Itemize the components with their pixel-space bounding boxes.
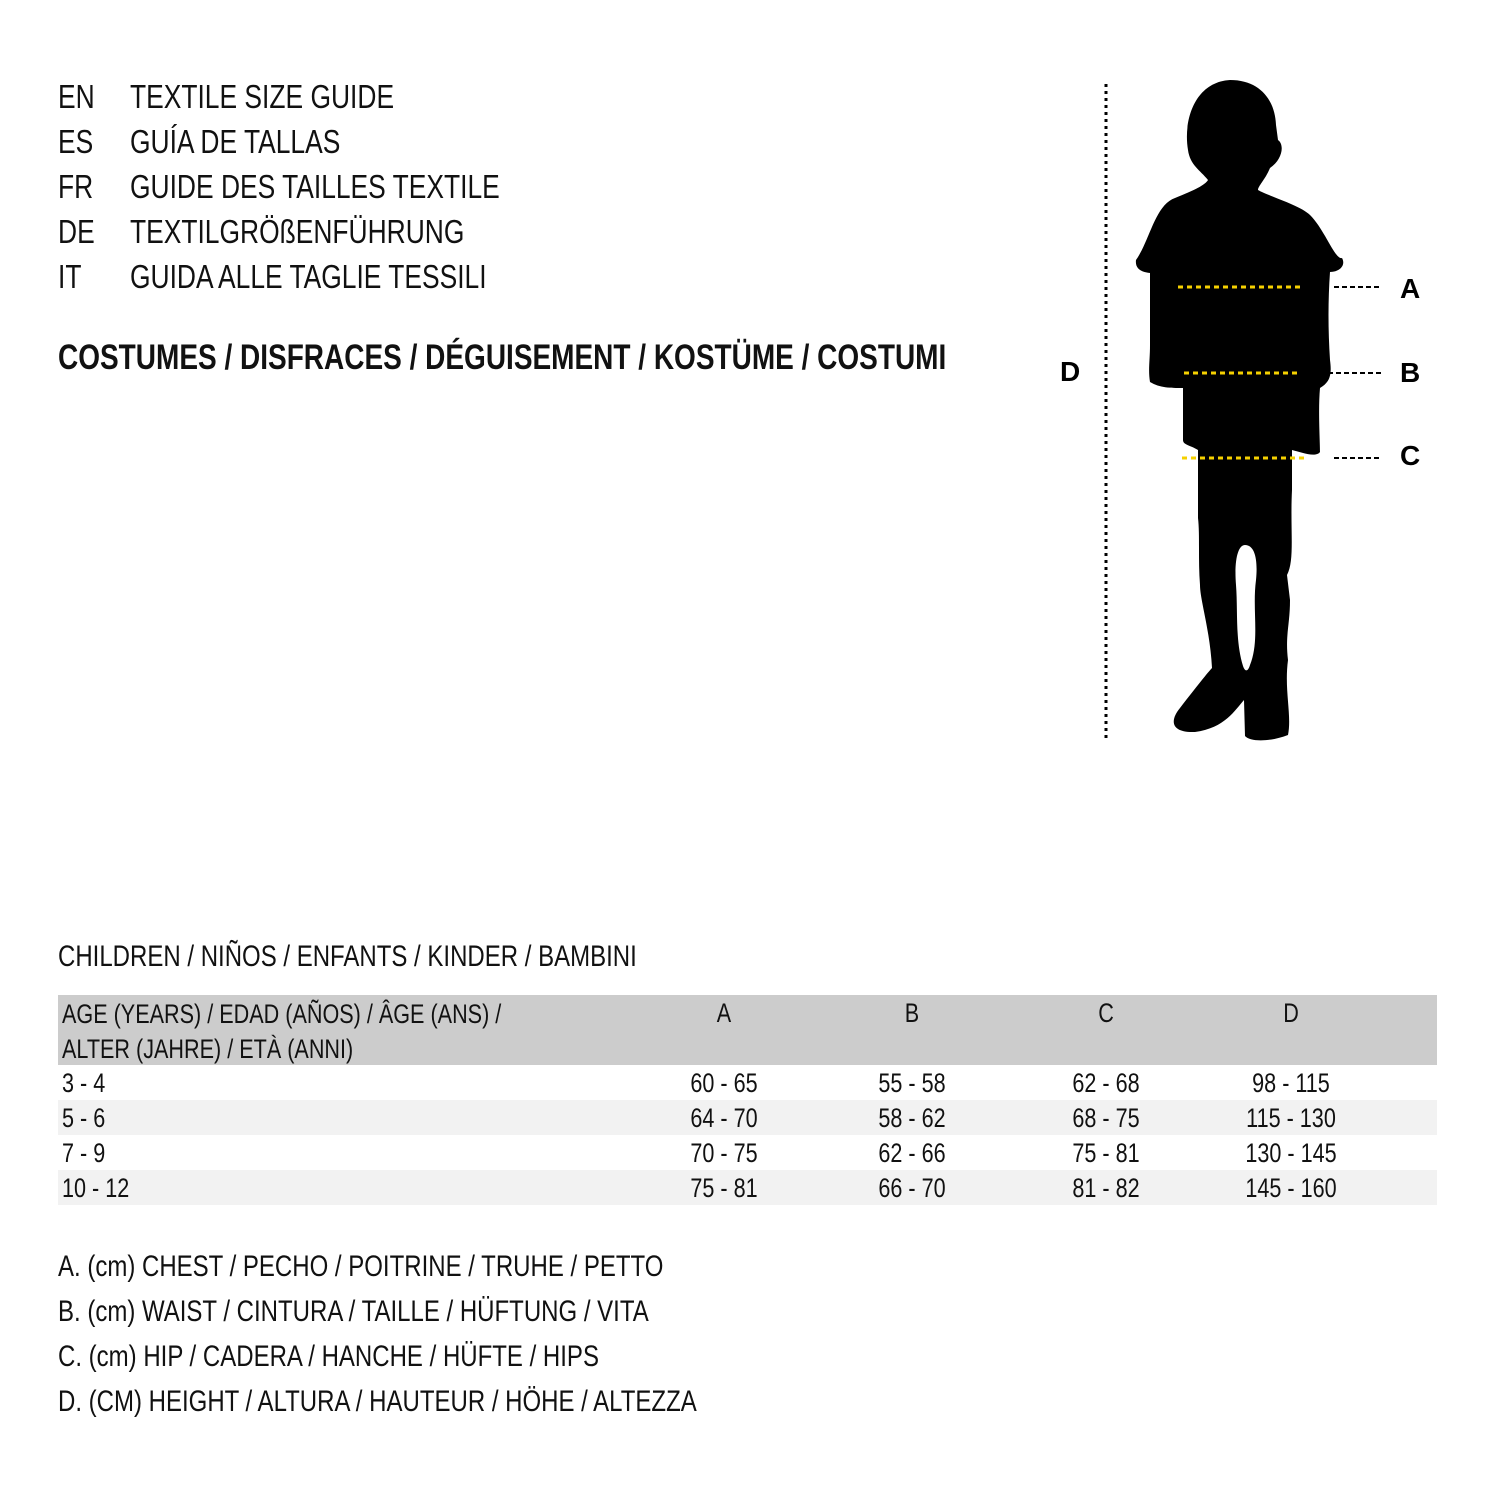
table-row: 5 - 6 64 - 70 58 - 62 68 - 75 115 - 130 [58, 1100, 1437, 1135]
label-c: C [1400, 440, 1420, 471]
cell-age: 10 - 12 [62, 1173, 130, 1203]
label-b: B [1400, 357, 1420, 388]
cell-a: 60 - 65 [690, 1068, 758, 1098]
table-header: AGE (YEARS) / EDAD (AÑOS) / ÂGE (ANS) / A… [58, 995, 1437, 1065]
header-b: B [904, 998, 920, 1028]
cell-a: 70 - 75 [690, 1138, 758, 1168]
cell-b: 66 - 70 [878, 1173, 946, 1203]
size-table: AGE (YEARS) / EDAD (AÑOS) / ÂGE (ANS) / A… [58, 995, 1437, 1205]
header-age: AGE (YEARS) / EDAD (AÑOS) / ÂGE (ANS) / A… [62, 999, 502, 1064]
lang-title: GUÍA DE TALLAS [130, 123, 341, 160]
lang-code: EN [58, 78, 95, 115]
cell-b: 62 - 66 [878, 1138, 946, 1168]
label-d: D [1060, 356, 1080, 387]
header-a: A [716, 998, 732, 1028]
cell-d: 115 - 130 [1246, 1103, 1336, 1133]
cell-c: 62 - 68 [1072, 1068, 1140, 1098]
cell-c: 68 - 75 [1072, 1103, 1140, 1133]
lang-code: DE [58, 213, 95, 250]
child-silhouette [1135, 80, 1344, 741]
table-row: 10 - 12 75 - 81 66 - 70 81 - 82 145 - 160 [58, 1170, 1437, 1205]
lang-code: FR [58, 168, 94, 205]
cell-b: 58 - 62 [878, 1103, 946, 1133]
lang-title: TEXTILE SIZE GUIDE [130, 78, 395, 115]
category-heading: COSTUMES / DISFRACES / DÉGUISEMENT / KOS… [58, 338, 947, 377]
cell-d: 130 - 145 [1245, 1138, 1337, 1168]
legend-a: A. (cm) CHEST / PECHO / POITRINE / TRUHE… [58, 1250, 664, 1283]
header-d: D [1283, 998, 1299, 1028]
cell-a: 64 - 70 [690, 1103, 758, 1133]
table-row: 7 - 9 70 - 75 62 - 66 75 - 81 130 - 145 [58, 1135, 1437, 1170]
lang-code: IT [58, 258, 82, 295]
label-a: A [1400, 273, 1420, 304]
child-silhouette-figure: A B C D [1060, 80, 1420, 742]
cell-b: 55 - 58 [878, 1068, 946, 1098]
cell-d: 98 - 115 [1252, 1068, 1330, 1098]
cell-age: 3 - 4 [62, 1068, 106, 1098]
lang-title: TEXTILGRÖßENFÜHRUNG [130, 213, 465, 250]
table-row: 3 - 4 60 - 65 55 - 58 62 - 68 98 - 115 [58, 1065, 1437, 1100]
section-title: CHILDREN / NIÑOS / ENFANTS / KINDER / BA… [58, 940, 637, 973]
cell-age: 5 - 6 [62, 1103, 106, 1133]
lang-title: GUIDA ALLE TAGLIE TESSILI [130, 258, 487, 295]
cell-a: 75 - 81 [690, 1173, 758, 1203]
lang-title: GUIDE DES TAILLES TEXTILE [130, 168, 500, 205]
cell-c: 81 - 82 [1072, 1173, 1140, 1203]
cell-c: 75 - 81 [1072, 1138, 1140, 1168]
legend-c: C. (cm) HIP / CADERA / HANCHE / HÜFTE / … [58, 1340, 599, 1373]
cell-d: 145 - 160 [1245, 1173, 1337, 1203]
legend-b: B. (cm) WAIST / CINTURA / TAILLE / HÜFTU… [58, 1295, 649, 1328]
header-c: C [1098, 998, 1114, 1028]
lang-code: ES [58, 123, 94, 160]
cell-age: 7 - 9 [62, 1138, 106, 1168]
legend-d: D. (CM) HEIGHT / ALTURA / HAUTEUR / HÖHE… [58, 1385, 697, 1418]
